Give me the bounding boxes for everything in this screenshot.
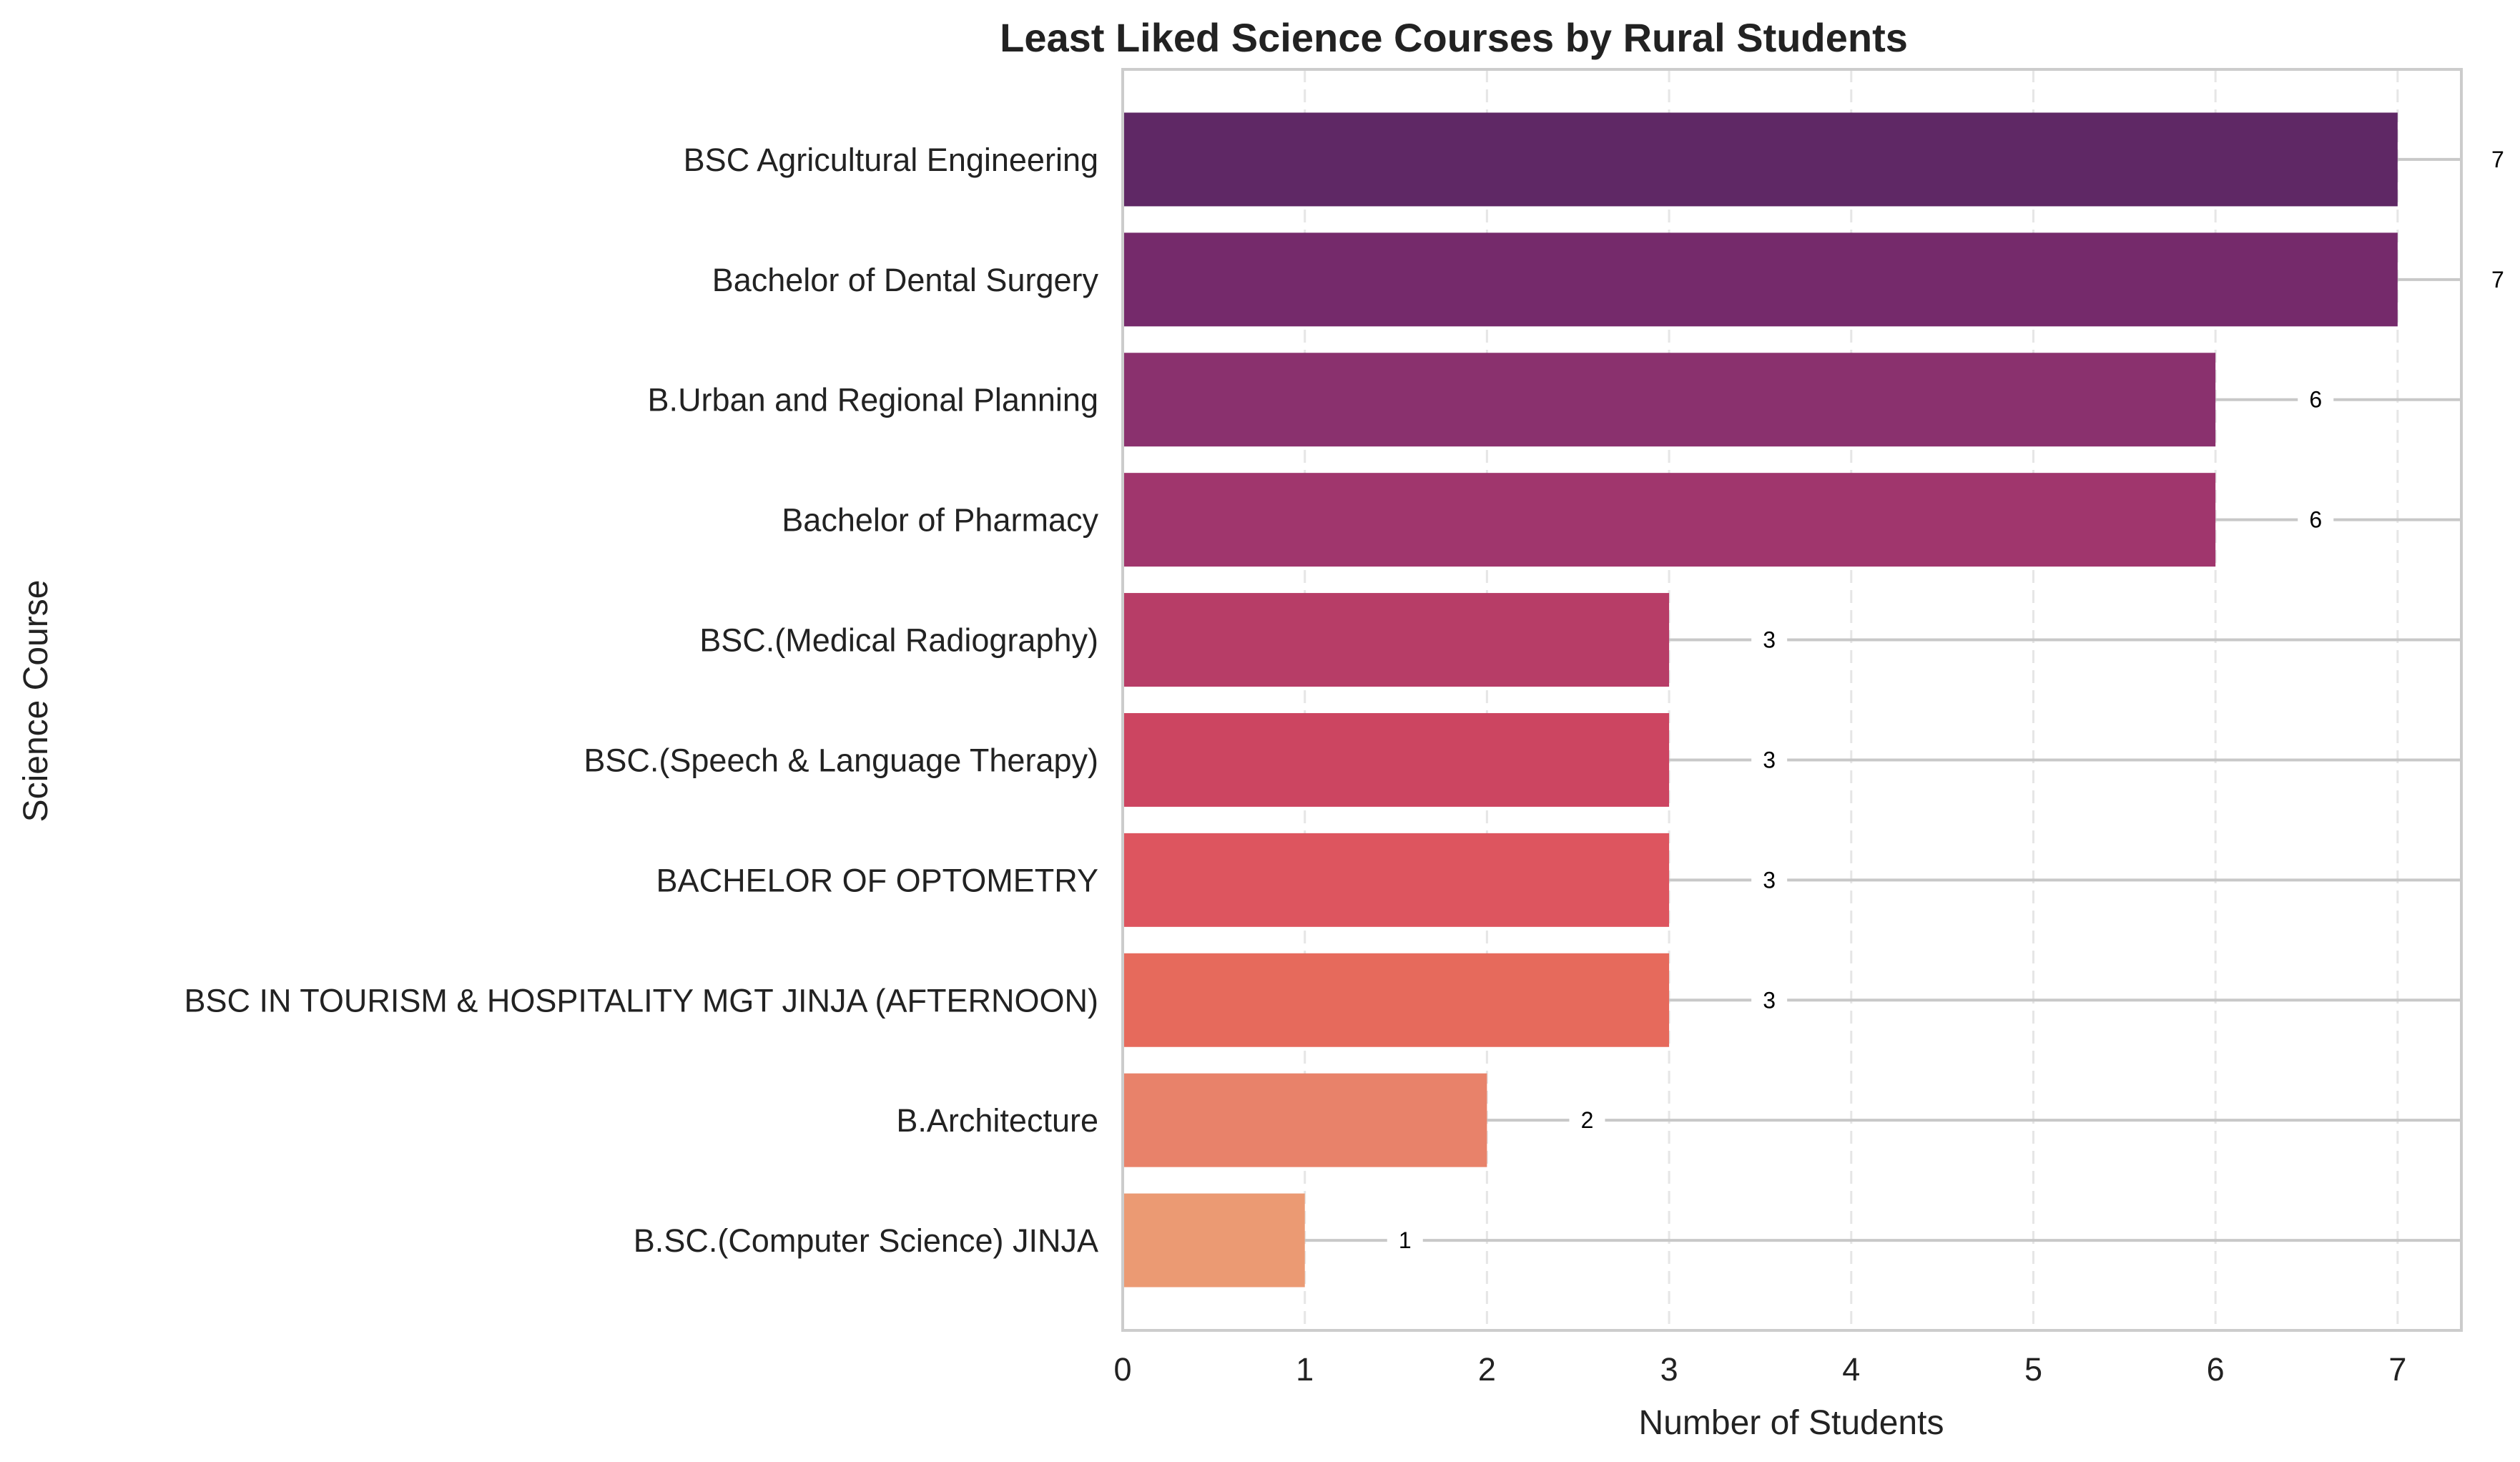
data-label: 2 bbox=[1581, 1107, 1594, 1133]
data-label: 6 bbox=[2309, 507, 2322, 533]
x-tick-label: 6 bbox=[2207, 1351, 2225, 1388]
y-tick-label: BSC Agricultural Engineering bbox=[684, 142, 1098, 178]
bar bbox=[1123, 712, 1670, 807]
bar bbox=[1123, 953, 1670, 1047]
x-tick-label: 2 bbox=[1478, 1351, 1496, 1388]
data-label-background bbox=[2479, 263, 2516, 295]
x-tick-label: 7 bbox=[2388, 1351, 2406, 1388]
x-axis-label: Number of Students bbox=[1639, 1404, 1944, 1442]
x-tick-label: 4 bbox=[1842, 1351, 1860, 1388]
x-tick-label: 1 bbox=[1296, 1351, 1314, 1388]
y-tick-label: BSC.(Medical Radiography) bbox=[699, 622, 1098, 659]
data-label-background bbox=[1751, 984, 1788, 1016]
bar bbox=[1123, 1193, 1305, 1287]
data-label-background bbox=[2479, 143, 2516, 175]
bar bbox=[1123, 232, 2398, 327]
x-tick-label: 0 bbox=[1113, 1351, 1131, 1388]
plot-frame bbox=[1121, 68, 2463, 1332]
chart-title: Least Liked Science Courses by Rural Stu… bbox=[1000, 15, 1908, 60]
data-label: 3 bbox=[1763, 987, 1776, 1013]
y-tick-label: Bachelor of Dental Surgery bbox=[712, 262, 1099, 298]
y-tick-label: BSC IN TOURISM & HOSPITALITY MGT JINJA (… bbox=[184, 982, 1098, 1019]
bar bbox=[1123, 473, 2216, 567]
y-tick-label: B.SC.(Computer Science) JINJA bbox=[634, 1222, 1098, 1259]
data-label: 3 bbox=[1763, 867, 1776, 893]
data-label-background bbox=[2298, 383, 2334, 416]
data-label: 6 bbox=[2309, 387, 2322, 413]
bar bbox=[1123, 833, 1670, 927]
data-label-background bbox=[1569, 1104, 1605, 1137]
bar bbox=[1123, 1073, 1487, 1167]
data-labels: 7 7 6 6 3 3 3 3 2 1 bbox=[1387, 143, 2516, 1257]
y-tick-label: B.Architecture bbox=[896, 1102, 1098, 1139]
data-label-background bbox=[1387, 1225, 1423, 1257]
x-tick-label: 3 bbox=[1660, 1351, 1678, 1388]
data-label-background bbox=[1751, 864, 1788, 896]
x-tick-label: 5 bbox=[2024, 1351, 2042, 1388]
x-tick-labels: 0 1 2 3 4 5 6 7 bbox=[1113, 1351, 2406, 1388]
data-label: 3 bbox=[1763, 747, 1776, 772]
bar bbox=[1123, 353, 2216, 447]
data-label: 7 bbox=[2491, 267, 2504, 293]
y-tick-labels: BSC Agricultural Engineering Bachelor of … bbox=[184, 142, 1098, 1259]
y-tick-label: BACHELOR OF OPTOMETRY bbox=[656, 862, 1098, 898]
y-tick-label: Bachelor of Pharmacy bbox=[782, 502, 1098, 539]
data-label: 3 bbox=[1763, 627, 1776, 653]
y-tick-label: B.Urban and Regional Planning bbox=[648, 382, 1098, 418]
data-label-background bbox=[2298, 504, 2334, 536]
data-label: 7 bbox=[2491, 147, 2504, 172]
y-tick-label: BSC.(Speech & Language Therapy) bbox=[584, 742, 1098, 778]
data-label-background bbox=[1751, 744, 1788, 776]
data-label: 1 bbox=[1399, 1227, 1412, 1253]
bars bbox=[1123, 112, 2398, 1287]
data-label-background bbox=[1751, 624, 1788, 656]
bar bbox=[1123, 112, 2398, 207]
y-axis-label: Science Course bbox=[17, 580, 55, 823]
label-connector-lines bbox=[1304, 157, 2461, 1242]
bar bbox=[1123, 593, 1670, 687]
